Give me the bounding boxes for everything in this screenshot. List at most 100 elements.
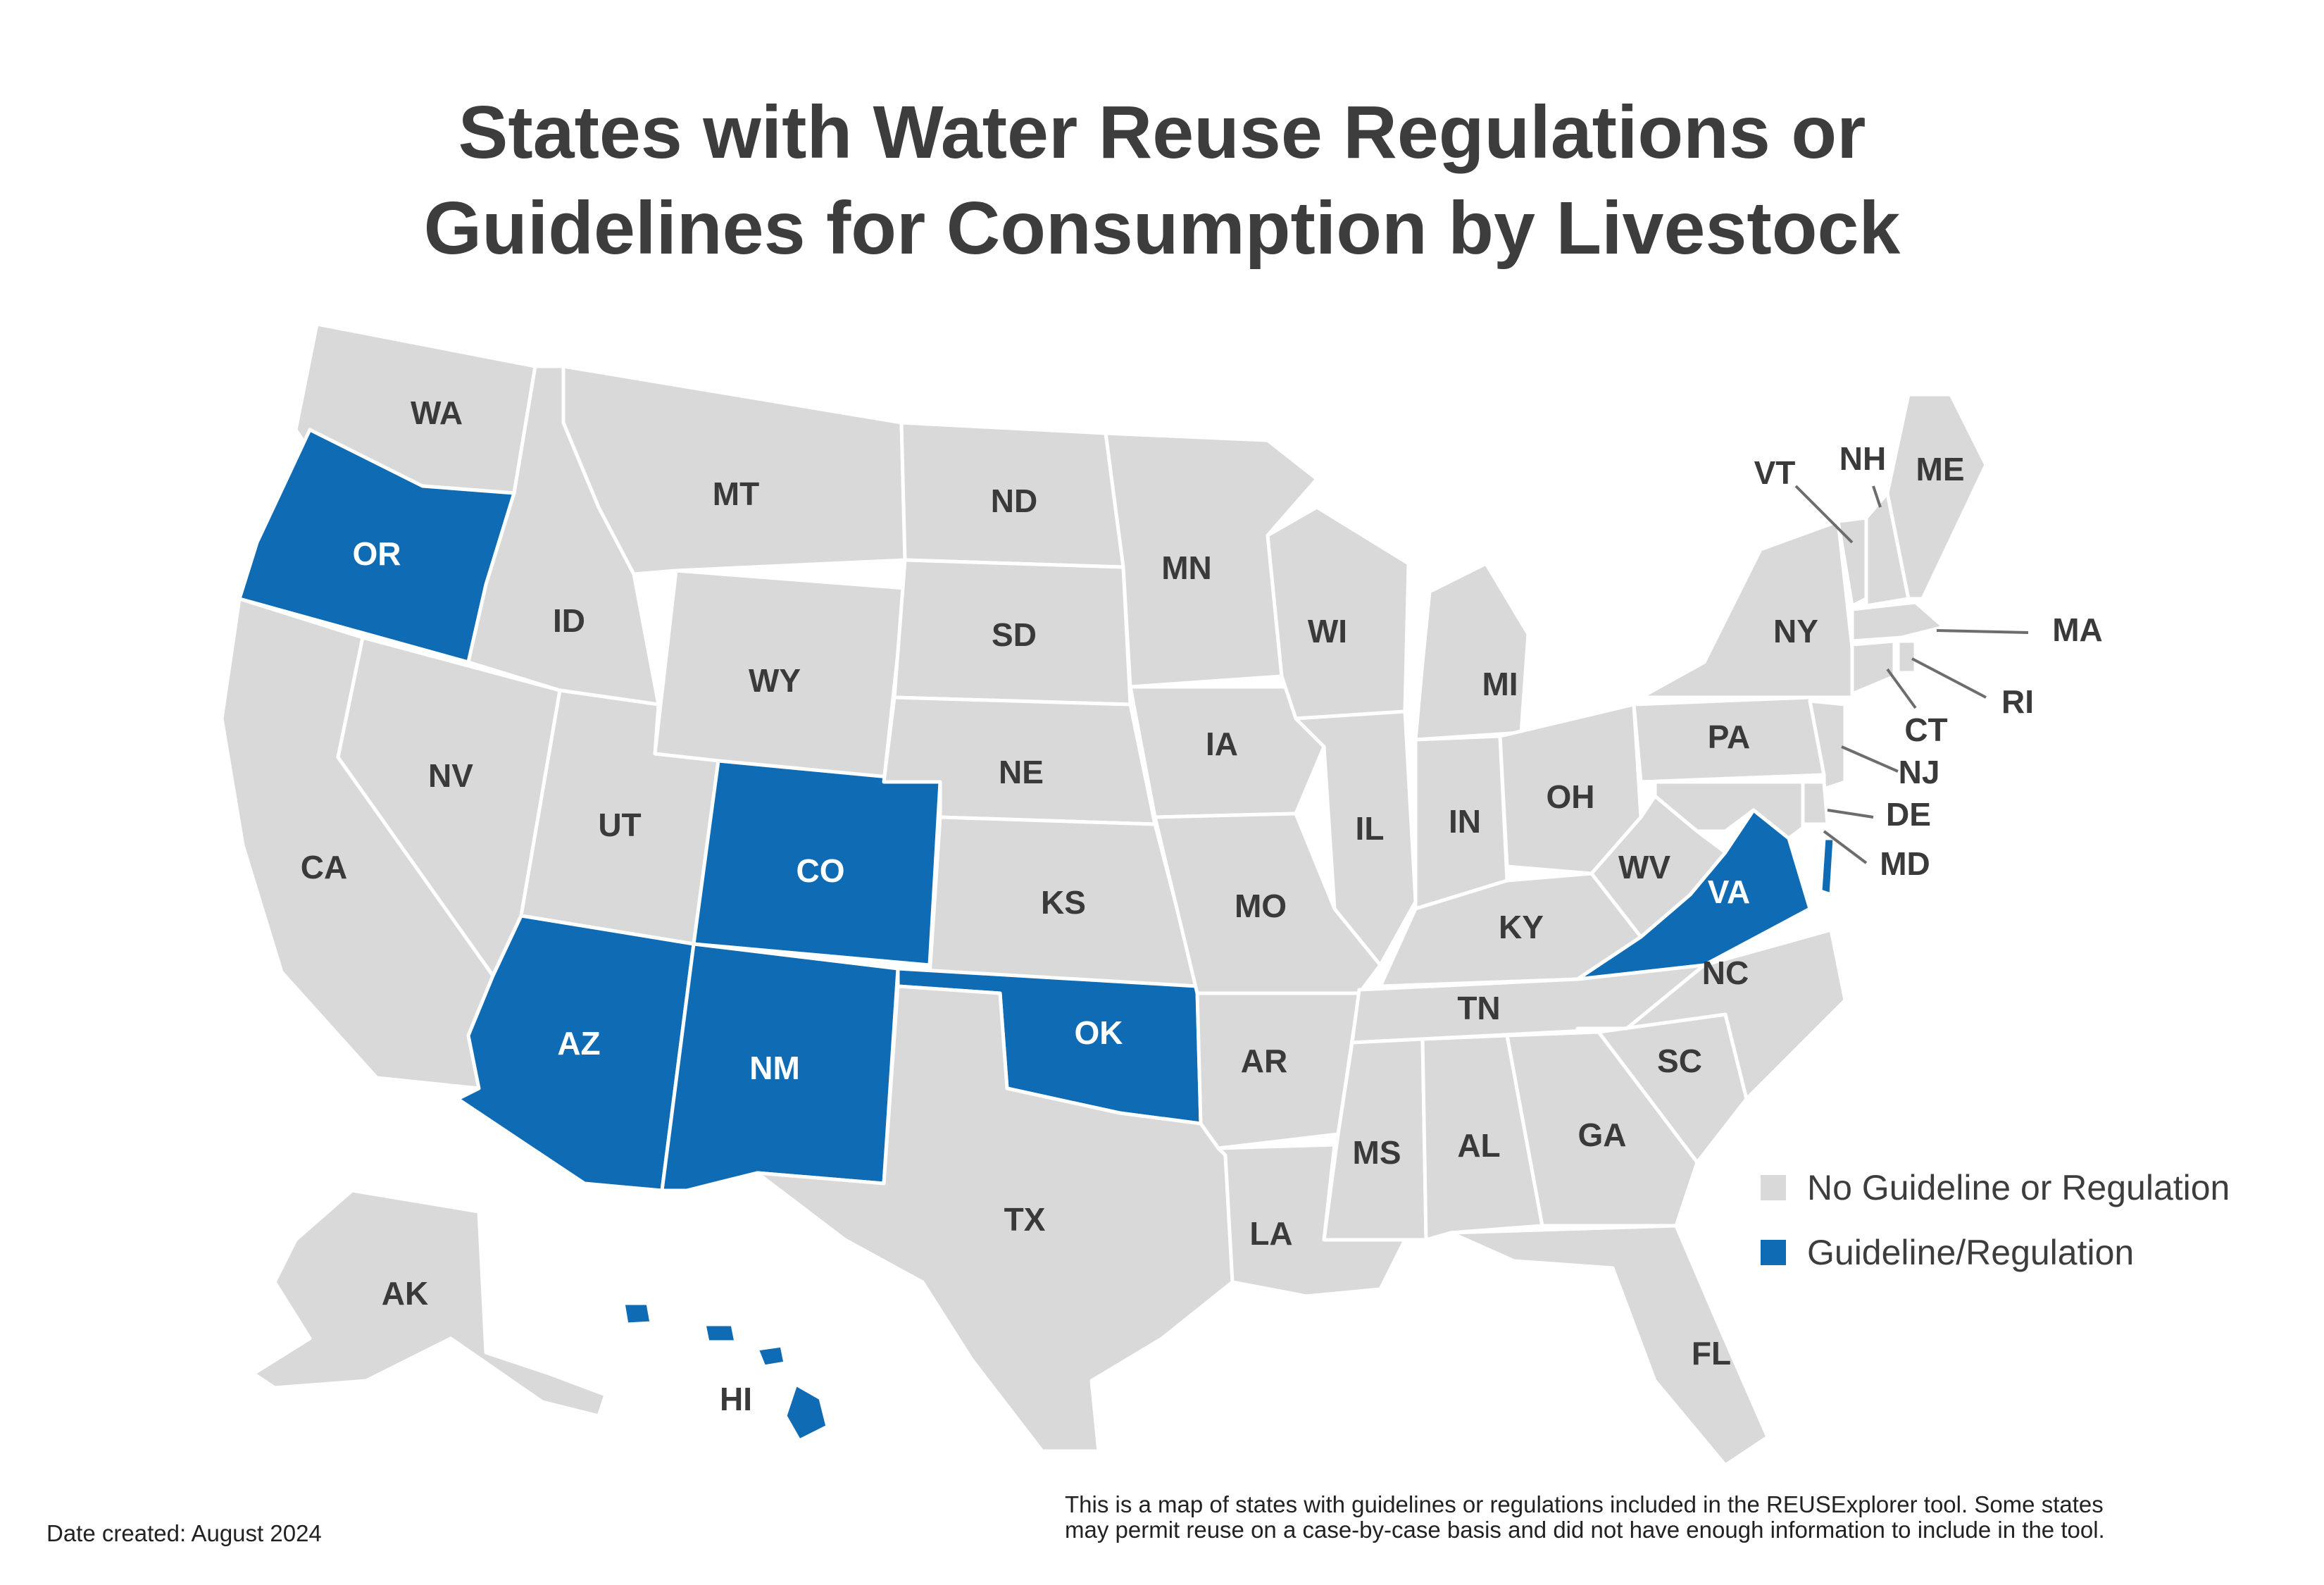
label-ia: IA bbox=[1206, 726, 1238, 762]
state-labels: WA OR CA NV ID MT WY UT CO AZ NM ND SD N… bbox=[301, 394, 2103, 1417]
legend-swatch-no-guideline bbox=[1761, 1175, 1786, 1200]
legend-item-guideline: Guideline/Regulation bbox=[1761, 1220, 2230, 1285]
label-nh: NH bbox=[1839, 440, 1886, 477]
footnote: This is a map of states with guidelines … bbox=[1065, 1492, 2290, 1543]
label-ak: AK bbox=[382, 1275, 428, 1312]
label-ok: OK bbox=[1075, 1014, 1123, 1051]
state-nc bbox=[1575, 928, 1847, 1101]
state-de bbox=[1801, 780, 1830, 826]
state-hi[interactable] bbox=[621, 1301, 830, 1443]
state-ak bbox=[251, 1188, 608, 1418]
map-title-line-1: States with Water Reuse Regulations or bbox=[458, 91, 1866, 174]
label-az: AZ bbox=[557, 1025, 600, 1062]
legend-label-guideline: Guideline/Regulation bbox=[1807, 1233, 2135, 1272]
label-ks: KS bbox=[1041, 884, 1086, 921]
label-co: CO bbox=[796, 852, 845, 889]
state-ct bbox=[1850, 639, 1897, 696]
state-fl bbox=[1449, 1224, 1770, 1467]
label-ut: UT bbox=[598, 807, 641, 843]
label-ga: GA bbox=[1578, 1117, 1627, 1153]
label-tn: TN bbox=[1457, 990, 1500, 1026]
state-ar bbox=[1195, 991, 1361, 1150]
leader-nj bbox=[1841, 745, 1899, 773]
hi-island-hawaii[interactable] bbox=[783, 1382, 830, 1443]
leader-md bbox=[1823, 830, 1868, 864]
label-ne: NE bbox=[999, 754, 1044, 790]
hi-island-oahu[interactable] bbox=[702, 1322, 738, 1344]
label-ny: NY bbox=[1773, 613, 1818, 649]
label-il: IL bbox=[1356, 810, 1385, 847]
label-ca: CA bbox=[301, 849, 347, 885]
label-ky: KY bbox=[1499, 909, 1544, 945]
label-in: IN bbox=[1449, 803, 1481, 840]
label-sc: SC bbox=[1657, 1043, 1702, 1079]
state-va-eastern-shore[interactable] bbox=[1818, 836, 1837, 897]
label-wv: WV bbox=[1618, 849, 1670, 885]
label-mn: MN bbox=[1161, 549, 1212, 586]
map-title-line-2: Guidelines for Consumption by Livestock bbox=[423, 187, 1901, 270]
label-oh: OH bbox=[1547, 778, 1595, 815]
label-md: MD bbox=[1880, 845, 1930, 882]
leader-nh bbox=[1872, 485, 1882, 508]
leader-vt bbox=[1794, 485, 1854, 544]
label-me: ME bbox=[1916, 451, 1965, 487]
leader-lines bbox=[1794, 485, 2029, 864]
label-nc: NC bbox=[1702, 955, 1749, 991]
leader-ct bbox=[1886, 668, 1917, 709]
label-pa: PA bbox=[1708, 719, 1751, 755]
footnote-line-1: This is a map of states with guidelines … bbox=[1065, 1491, 2104, 1517]
label-al: AL bbox=[1457, 1127, 1500, 1164]
label-id: ID bbox=[553, 602, 585, 639]
label-vt: VT bbox=[1754, 454, 1796, 491]
label-ri: RI bbox=[2001, 683, 2034, 720]
state-ny bbox=[1639, 519, 1854, 700]
label-nj: NJ bbox=[1899, 754, 1940, 790]
label-wy: WY bbox=[749, 662, 801, 699]
state-ms bbox=[1322, 1037, 1428, 1242]
leader-ri bbox=[1911, 657, 1987, 699]
date-created: Date created: August 2024 bbox=[46, 1520, 322, 1546]
state-tx bbox=[755, 984, 1235, 1453]
state-me bbox=[1885, 392, 1988, 601]
legend-swatch-guideline bbox=[1761, 1240, 1786, 1265]
map-title: States with Water Reuse Regulations or G… bbox=[0, 85, 2324, 276]
leader-ma bbox=[1936, 629, 2029, 634]
label-mt: MT bbox=[713, 476, 759, 512]
state-nj bbox=[1808, 699, 1847, 791]
hi-island-kauai[interactable] bbox=[621, 1301, 654, 1326]
state-ga bbox=[1505, 1030, 1699, 1228]
label-mo: MO bbox=[1235, 888, 1287, 924]
footnote-line-2: may permit reuse on a case-by-case basis… bbox=[1065, 1517, 2105, 1543]
leader-de bbox=[1827, 809, 1874, 819]
label-de: DE bbox=[1886, 796, 1931, 833]
label-la: LA bbox=[1249, 1215, 1292, 1252]
legend-label-no-guideline: No Guideline or Regulation bbox=[1807, 1168, 2230, 1207]
label-ct: CT bbox=[1904, 711, 1947, 748]
label-ma: MA bbox=[2052, 611, 2103, 648]
label-ar: AR bbox=[1241, 1043, 1287, 1079]
legend-item-no-guideline: No Guideline or Regulation bbox=[1761, 1155, 2230, 1220]
label-hi: HI bbox=[720, 1381, 752, 1417]
state-md bbox=[1653, 780, 1805, 840]
label-mi: MI bbox=[1482, 666, 1518, 702]
state-ma bbox=[1850, 600, 1946, 643]
label-nv: NV bbox=[428, 757, 473, 794]
state-il bbox=[1294, 709, 1418, 967]
legend: No Guideline or Regulation Guideline/Reg… bbox=[1761, 1155, 2230, 1285]
state-al bbox=[1420, 1033, 1544, 1242]
label-or: OR bbox=[353, 535, 401, 572]
state-ri bbox=[1896, 639, 1918, 675]
label-sd: SD bbox=[992, 616, 1037, 653]
state-wv bbox=[1589, 794, 1728, 939]
label-nd: ND bbox=[991, 483, 1037, 519]
label-tx: TX bbox=[1004, 1201, 1046, 1238]
state-ia bbox=[1128, 685, 1326, 819]
label-fl: FL bbox=[1692, 1335, 1731, 1372]
label-ms: MS bbox=[1353, 1134, 1401, 1171]
label-va: VA bbox=[1708, 874, 1751, 910]
label-wa: WA bbox=[411, 394, 463, 431]
label-nm: NM bbox=[749, 1050, 800, 1086]
label-wi: WI bbox=[1308, 613, 1347, 649]
hi-island-maui[interactable] bbox=[755, 1343, 787, 1369]
